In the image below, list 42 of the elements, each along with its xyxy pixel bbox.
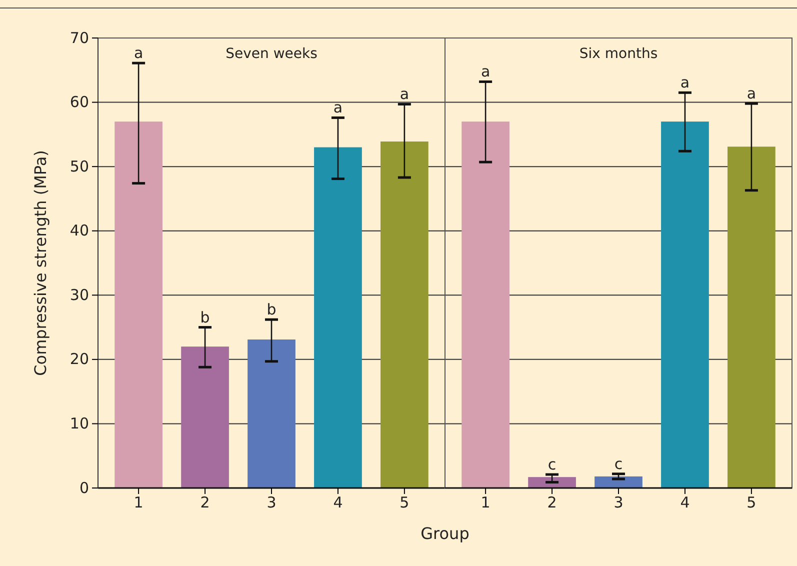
text: Seven weeks bbox=[226, 46, 318, 62]
x-tick-label: 2 bbox=[547, 494, 557, 512]
x-tick-label: 4 bbox=[333, 494, 343, 512]
annotation: a bbox=[400, 85, 410, 104]
annotation: a bbox=[746, 84, 756, 103]
y-tick-label: 0 bbox=[79, 478, 89, 497]
bar bbox=[594, 476, 642, 488]
x-tick-label: 3 bbox=[266, 494, 276, 512]
y-tick-label: 30 bbox=[70, 286, 89, 304]
y-tick-label: 20 bbox=[70, 350, 89, 368]
x-tick-label: 5 bbox=[400, 494, 410, 512]
bar bbox=[181, 346, 229, 488]
bar bbox=[661, 122, 709, 488]
bar bbox=[314, 147, 362, 488]
bar bbox=[462, 122, 510, 488]
x-tick-label: 3 bbox=[614, 494, 624, 512]
bar bbox=[114, 122, 162, 488]
y-tick-label: 40 bbox=[70, 222, 89, 240]
annotation: a bbox=[333, 98, 343, 117]
x-tick-label: 1 bbox=[134, 494, 144, 512]
text: Six months bbox=[579, 46, 658, 62]
bar bbox=[380, 142, 428, 488]
y-tick-label: 50 bbox=[70, 157, 89, 176]
y-axis-title: Compressive strength (MPa) bbox=[31, 150, 50, 376]
bar bbox=[528, 477, 576, 488]
annotation: a bbox=[134, 44, 144, 62]
x-tick-label: 5 bbox=[746, 494, 756, 512]
y-tick-label: 60 bbox=[70, 93, 89, 112]
x-axis-title: Group bbox=[420, 524, 470, 543]
annotation: a bbox=[680, 74, 690, 92]
annotation: c bbox=[548, 456, 556, 474]
annotation: b bbox=[200, 308, 210, 326]
y-tick-label: 70 bbox=[70, 28, 89, 47]
annotation: b bbox=[266, 300, 276, 319]
y-tick-label: 10 bbox=[70, 414, 89, 433]
bar bbox=[728, 146, 776, 488]
annotation: c bbox=[614, 454, 623, 473]
x-tick-label: 4 bbox=[680, 494, 690, 512]
x-tick-label: 2 bbox=[200, 494, 210, 512]
annotation: a bbox=[480, 62, 490, 81]
x-tick-label: 1 bbox=[480, 494, 490, 512]
bar bbox=[248, 340, 296, 488]
